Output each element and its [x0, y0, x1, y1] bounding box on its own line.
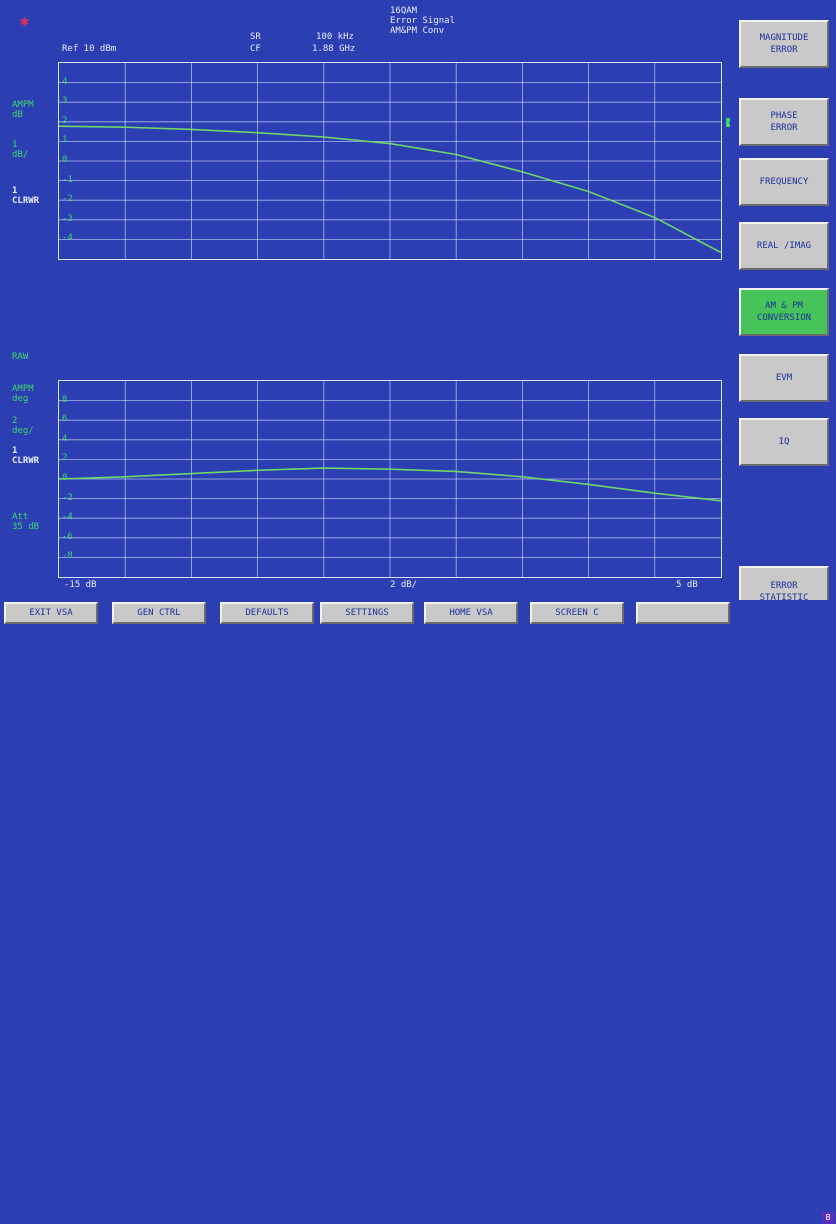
plot2-trace-line — [59, 467, 721, 502]
measurement-title: 16QAM Error Signal AM&PM Conv — [390, 6, 455, 36]
hotkey-gen-ctrl[interactable]: GEN CTRL — [112, 602, 206, 624]
hotkey-blank[interactable] — [636, 602, 730, 624]
softkey-iq[interactable]: IQ — [739, 418, 829, 466]
plot1-y-tick: 4 — [62, 76, 68, 87]
x-axis-stop: 5 dB — [676, 580, 698, 590]
plot2-y-tick: -6 — [62, 531, 73, 542]
softkey-frequency[interactable]: FREQUENCY — [739, 158, 829, 206]
plot2-trace-label: AMPM — [12, 384, 34, 394]
plot1-trace-number: 1 — [12, 186, 18, 196]
title-line-2: Error Signal — [390, 16, 456, 26]
hotkey-exit-vsa[interactable]: EXIT VSA — [4, 602, 98, 624]
plot1-y-tick: 2 — [62, 115, 68, 126]
plot2-scale-unit: deg/ — [12, 426, 34, 436]
x-axis-scale: 2 dB/ — [390, 580, 418, 590]
sr-value: 100 kHz — [316, 32, 354, 42]
corner-badge: B — [822, 1212, 834, 1224]
plot2-trace-mode: CLRWR — [12, 456, 40, 466]
plot2-svg — [59, 381, 721, 577]
plot1-y-tick: -1 — [62, 174, 73, 185]
plot2-trace-number: 1 — [12, 446, 18, 456]
hotkey-settings[interactable]: SETTINGS — [320, 602, 414, 624]
x-axis-start: -15 dB — [64, 580, 97, 590]
plot1-y-tick: 3 — [62, 96, 68, 107]
plot2-scale: 2 — [12, 416, 18, 426]
hotkey-defaults[interactable]: DEFAULTS — [220, 602, 314, 624]
plot1-area — [58, 62, 722, 260]
softkey-magnitude-error[interactable]: MAGNITUDE ERROR — [739, 20, 829, 68]
plot2-att-label: Att — [12, 512, 29, 522]
plot1-y-tick: -2 — [62, 194, 73, 205]
hotkey-bar: EXIT VSA GEN CTRL DEFAULTS SETTINGS HOME… — [0, 600, 836, 1224]
softkey-panel: MAGNITUDE ERROR PHASE ERROR FREQUENCY RE… — [730, 0, 836, 626]
plot2-y-tick: -8 — [62, 551, 73, 562]
plot1-y-tick: 1 — [62, 135, 68, 146]
sr-label: SR — [250, 32, 261, 42]
softkey-phase-error[interactable]: PHASE ERROR — [739, 98, 829, 146]
title-line-1: 16QAM — [390, 6, 418, 16]
analyzer-screen: ✱ Ref 10 dBm SR 100 kHz CF 1.88 GHz 16QA… — [0, 0, 737, 600]
softkey-am-pm-conversion[interactable]: AM & PM CONVERSION — [739, 288, 829, 336]
plot1-trace-label: AMPM — [12, 100, 34, 110]
plot2-y-tick: 0 — [62, 473, 68, 483]
ref-level: Ref 10 dBm — [62, 44, 117, 54]
plot2-y-tick: 2 — [62, 453, 68, 464]
plot1-scale-unit: dB/ — [12, 150, 29, 160]
plot1-trace-unit: dB — [12, 110, 23, 120]
plot1-trace-mode: CLRWR — [12, 196, 40, 206]
plot1-trace-line — [59, 125, 721, 254]
plot1-y-tick: -3 — [62, 213, 73, 224]
plot2-section-label: RAW — [12, 352, 29, 362]
plot2-y-tick: -2 — [62, 492, 73, 503]
hotkey-home-vsa[interactable]: HOME VSA — [424, 602, 518, 624]
softkey-evm[interactable]: EVM — [739, 354, 829, 402]
cf-value: 1.88 GHz — [312, 44, 356, 54]
plot2-y-tick: -4 — [62, 512, 73, 523]
plot2-trace-unit: deg — [12, 394, 29, 404]
hotkey-screen-c[interactable]: SCREEN C — [530, 602, 624, 624]
cf-label: CF — [250, 44, 261, 54]
plot2-y-tick: 4 — [62, 433, 68, 444]
plot1-svg — [59, 63, 721, 259]
plot2-att-value: 35 dB — [12, 522, 40, 532]
plot1-y-tick: -4 — [62, 233, 73, 244]
softkey-real-imag[interactable]: REAL /IMAG — [739, 222, 829, 270]
plot1-y-tick: 0 — [62, 155, 68, 165]
plot2-area — [58, 380, 722, 578]
rs-logo: ✱ — [20, 12, 30, 30]
plot1-scale: 1 — [12, 140, 18, 150]
title-line-3: AM&PM Conv — [390, 26, 445, 36]
plot2-y-tick: 6 — [62, 414, 68, 425]
plot2-y-tick: 8 — [62, 394, 68, 405]
